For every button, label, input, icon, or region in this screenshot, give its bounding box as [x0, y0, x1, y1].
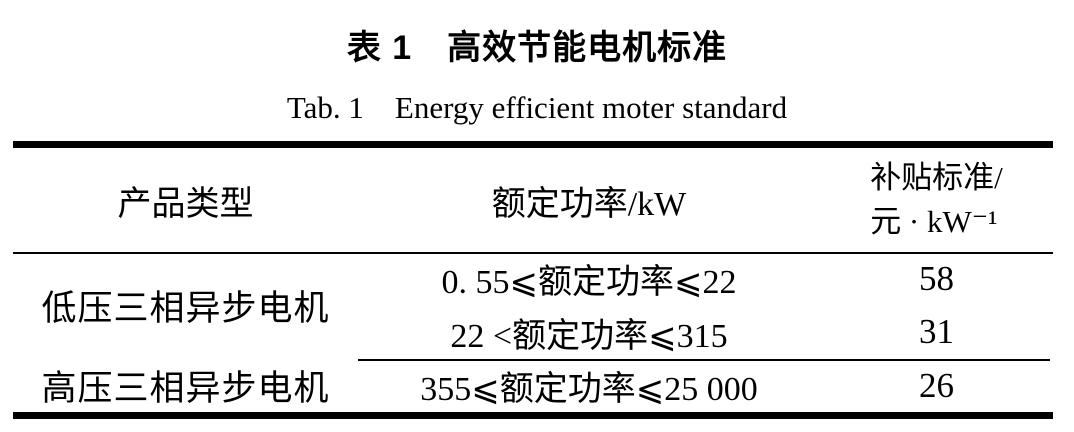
table-cell-product-high-voltage: 高压三相异步电机	[41, 369, 330, 408]
data-table: 产品类型 额定功率/kW 补贴标准/ 元 · kW⁻¹ 低压三相异步电机 0. …	[13, 141, 1053, 419]
table-cell-power-range-2: 22 <额定功率⩽315	[450, 317, 728, 355]
column-header-rated-power: 额定功率/kW	[491, 185, 687, 223]
table-cell-subsidy-2: 31	[919, 312, 954, 351]
table-cell-power-range-3: 355⩽额定功率⩽25 000	[420, 371, 758, 408]
table-cell-power-range-1: 0. 55⩽额定功率⩽22	[441, 264, 737, 301]
column-header-subsidy-line2: 元 · kW⁻¹	[870, 204, 998, 239]
header-separator-rule	[13, 252, 1053, 254]
column-header-subsidy-lines: 补贴标准/ 元 · kW⁻¹	[870, 156, 1003, 244]
column-header-subsidy-line1: 补贴标准/	[870, 160, 1003, 195]
row-group-separator-rule	[358, 359, 1050, 361]
table-cell-subsidy-1: 58	[919, 258, 954, 298]
table-cell-product-low-voltage: 低压三相异步电机	[41, 289, 330, 328]
column-header-product-type: 产品类型	[117, 184, 254, 223]
table-caption-english: Tab. 1 Energy efficient moter standard	[286, 90, 788, 125]
table-caption-chinese: 表 1 高效节能电机标准	[346, 29, 728, 67]
table-grid: 产品类型 额定功率/kW 补贴标准/ 元 · kW⁻¹ 低压三相异步电机 0. …	[13, 148, 1053, 412]
table-cell-subsidy-3: 26	[919, 365, 954, 405]
column-header-subsidy: 补贴标准/ 元 · kW⁻¹	[820, 148, 1053, 252]
